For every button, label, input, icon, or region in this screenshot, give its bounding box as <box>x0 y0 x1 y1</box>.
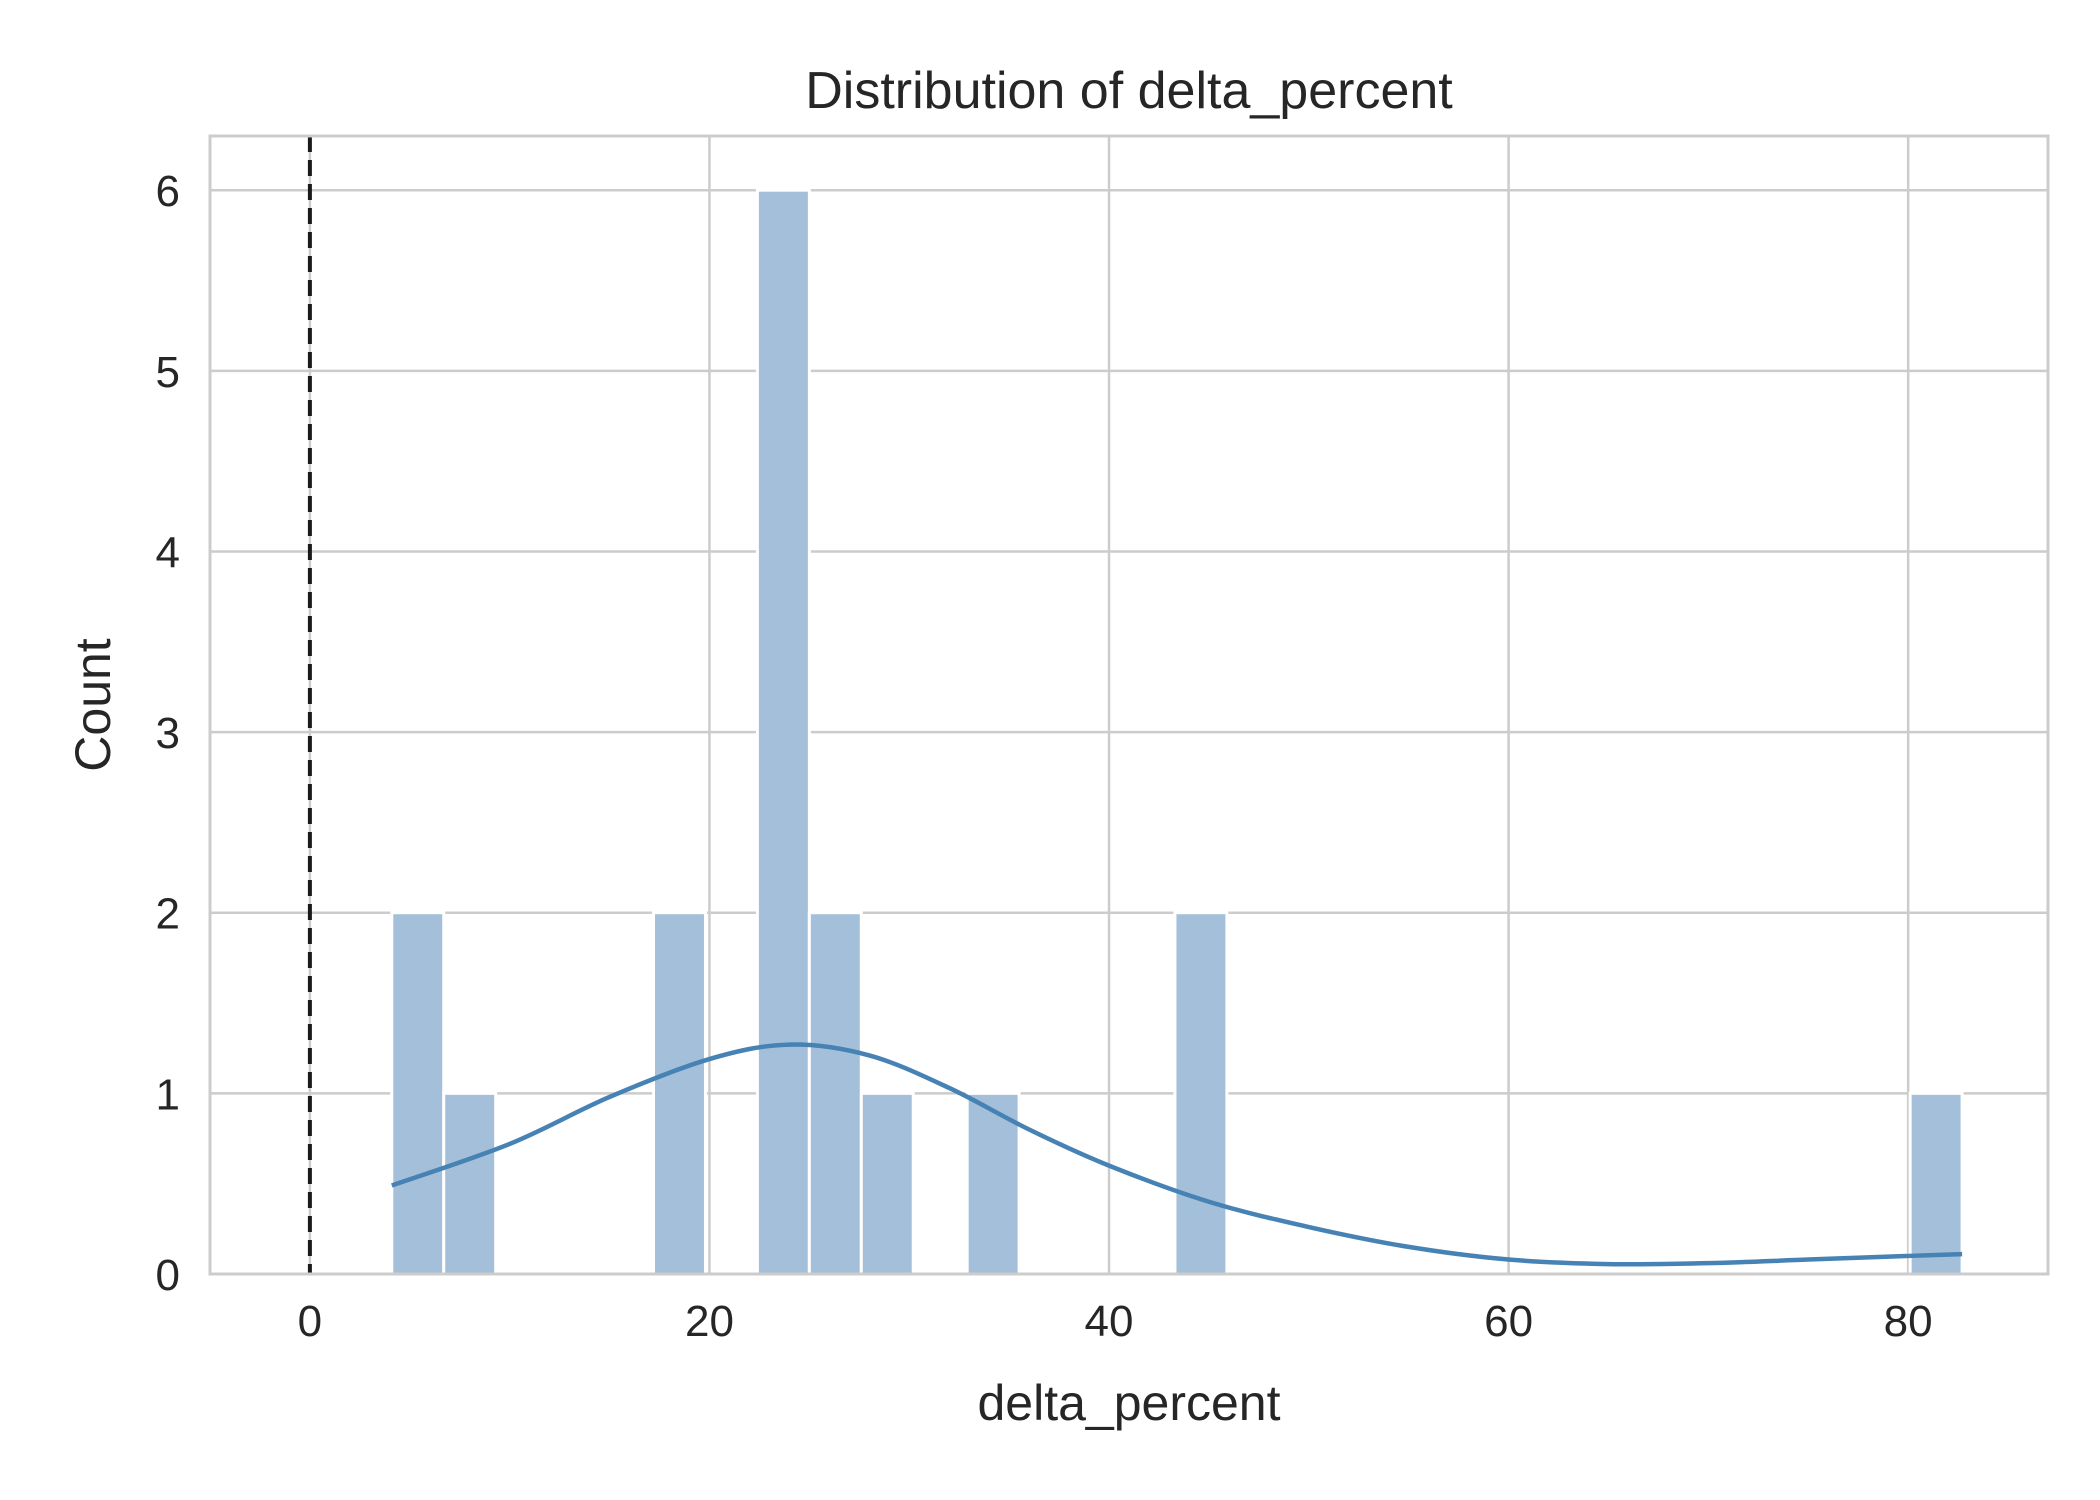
plot-frame <box>208 134 2050 1276</box>
y-tick-labels: 0 1 2 3 4 5 6 <box>156 167 180 1300</box>
y-tick-label-2: 2 <box>156 890 180 939</box>
x-tick-label-0: 0 <box>298 1297 322 1346</box>
histogram-bar-2 <box>652 911 707 1276</box>
histogram-bar-6 <box>965 1091 1021 1276</box>
histogram-bar-1 <box>442 1091 498 1276</box>
grid <box>210 136 2048 1276</box>
x-tick-label-40: 40 <box>1085 1297 1134 1346</box>
x-tick-label-20: 20 <box>685 1297 734 1346</box>
kde-curve-group <box>391 1042 1963 1267</box>
histogram-bar-8 <box>1908 1091 1964 1276</box>
histogram-bar-7 <box>1173 911 1229 1276</box>
y-tick-label-5: 5 <box>156 348 180 397</box>
histogram-bar-3 <box>755 188 811 1276</box>
y-tick-label-1: 1 <box>156 1070 180 1119</box>
y-tick-label-3: 3 <box>156 709 180 758</box>
histogram-bar-4 <box>807 911 863 1276</box>
kde-curve <box>391 1042 1963 1267</box>
y-tick-label-4: 4 <box>156 528 180 577</box>
y-axis-label: Count <box>65 638 121 772</box>
chart-title: Distribution of delta_percent <box>805 62 1453 120</box>
x-tick-labels: 0 20 40 60 80 <box>298 1297 1933 1346</box>
histogram-bar-0 <box>390 911 446 1276</box>
x-tick-label-60: 60 <box>1484 1297 1533 1346</box>
y-tick-label-0: 0 <box>156 1251 180 1300</box>
histogram-bars <box>390 188 1964 1276</box>
x-tick-label-80: 80 <box>1884 1297 1933 1346</box>
x-axis-label: delta_percent <box>977 1375 1280 1431</box>
histogram-bar-5 <box>859 1091 915 1276</box>
y-tick-label-6: 6 <box>156 167 180 216</box>
